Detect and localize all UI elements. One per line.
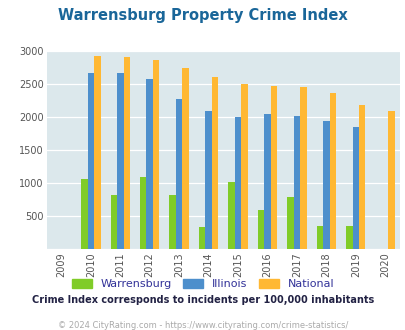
Bar [352, 127, 358, 249]
Bar [198, 227, 205, 249]
Bar [286, 197, 293, 249]
Bar [146, 79, 153, 249]
Bar [270, 86, 277, 249]
Bar [169, 195, 175, 249]
Bar [322, 121, 329, 249]
Bar [123, 57, 130, 249]
Bar [211, 77, 218, 249]
Bar [175, 99, 182, 249]
Legend: Warrensburg, Illinois, National: Warrensburg, Illinois, National [67, 275, 338, 294]
Text: Warrensburg Property Crime Index: Warrensburg Property Crime Index [58, 8, 347, 23]
Bar [94, 56, 100, 249]
Bar [87, 73, 94, 249]
Bar [81, 179, 87, 249]
Bar [264, 114, 270, 249]
Bar [110, 195, 117, 249]
Bar [205, 111, 211, 249]
Bar [228, 182, 234, 249]
Bar [345, 226, 352, 249]
Bar [316, 226, 322, 249]
Bar [358, 105, 364, 249]
Bar [329, 93, 335, 249]
Bar [299, 87, 306, 249]
Text: © 2024 CityRating.com - https://www.cityrating.com/crime-statistics/: © 2024 CityRating.com - https://www.city… [58, 321, 347, 330]
Bar [117, 73, 123, 249]
Bar [293, 116, 299, 249]
Bar [140, 177, 146, 249]
Bar [388, 111, 394, 249]
Bar [241, 84, 247, 249]
Bar [182, 68, 188, 249]
Bar [257, 210, 264, 249]
Text: Crime Index corresponds to incidents per 100,000 inhabitants: Crime Index corresponds to incidents per… [32, 295, 373, 305]
Bar [153, 60, 159, 249]
Bar [234, 117, 241, 249]
